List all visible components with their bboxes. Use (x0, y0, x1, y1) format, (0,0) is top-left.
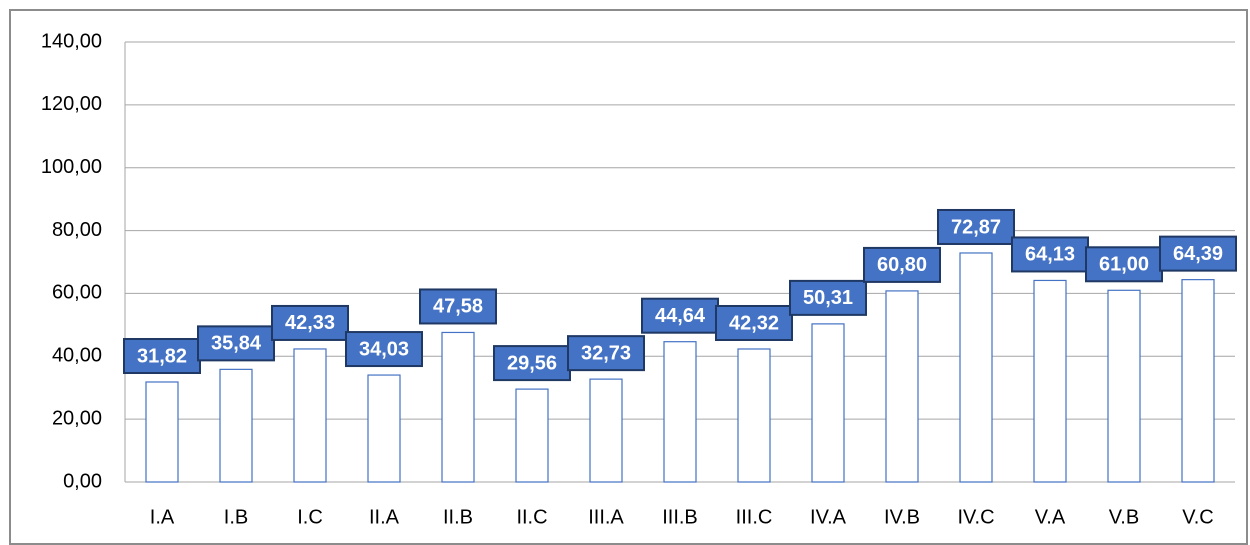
x-tick-label: III.C (736, 506, 773, 528)
bar (959, 252, 993, 483)
x-tick-label: V.A (1035, 506, 1066, 528)
bar (1107, 289, 1141, 483)
x-tick-label: V.C (1182, 506, 1214, 528)
value-label-box (863, 246, 941, 283)
value-label-box (937, 208, 1015, 245)
value-label: 34,03 (359, 338, 409, 360)
value-label-box (271, 304, 349, 341)
x-tick-label: III.B (662, 506, 698, 528)
y-tick-label: 120,00 (41, 93, 102, 115)
value-label-box (419, 288, 497, 325)
bar (1181, 279, 1215, 483)
x-tick-label: III.A (588, 506, 624, 528)
y-tick-label: 40,00 (52, 345, 102, 367)
x-tick-label: V.B (1109, 506, 1139, 528)
value-label: 35,84 (211, 333, 262, 355)
bar (515, 388, 549, 483)
y-tick-label: 20,00 (52, 407, 102, 429)
value-label-box (567, 335, 645, 372)
value-label-box (641, 297, 719, 334)
value-label: 47,58 (433, 296, 483, 318)
y-tick-label: 140,00 (41, 30, 102, 52)
bar (811, 323, 845, 483)
value-label: 64,39 (1173, 243, 1223, 265)
bar (441, 331, 475, 483)
bar (367, 374, 401, 483)
value-label-box (345, 331, 423, 368)
value-label-box (1159, 235, 1237, 272)
x-tick-label: I.B (224, 506, 248, 528)
bar (589, 378, 623, 483)
x-tick-label: IV.C (957, 506, 994, 528)
x-tick-label: II.B (443, 506, 473, 528)
bar (663, 341, 697, 483)
x-tick-label: I.C (297, 506, 323, 528)
value-label-box (197, 325, 275, 362)
bar (219, 368, 253, 483)
value-label-box (123, 337, 201, 374)
value-label: 50,31 (803, 287, 853, 309)
y-tick-label: 80,00 (52, 219, 102, 241)
value-label: 44,64 (655, 305, 706, 327)
value-label-box (789, 279, 867, 316)
x-tick-label: I.A (150, 506, 175, 528)
value-label: 64,13 (1025, 244, 1075, 266)
value-label: 61,00 (1099, 254, 1149, 276)
bar (885, 290, 919, 483)
value-label-box (493, 345, 571, 382)
x-tick-label: IV.A (810, 506, 847, 528)
value-label-box (715, 304, 793, 341)
x-tick-label: II.A (369, 506, 400, 528)
bar (1033, 279, 1067, 483)
bar (293, 348, 327, 483)
y-tick-label: 60,00 (52, 282, 102, 304)
y-tick-label: 100,00 (41, 156, 102, 178)
value-label: 42,32 (729, 312, 779, 334)
x-tick-label: II.C (516, 506, 547, 528)
value-label: 29,56 (507, 352, 557, 374)
x-tick-label: IV.B (884, 506, 920, 528)
value-label: 31,82 (137, 345, 187, 367)
value-label: 32,73 (581, 342, 631, 364)
bar (737, 348, 771, 483)
value-label: 72,87 (951, 216, 1001, 238)
bar (145, 381, 179, 483)
value-label: 60,80 (877, 254, 927, 276)
y-tick-label: 0,00 (63, 470, 102, 492)
value-label: 42,33 (285, 312, 335, 334)
